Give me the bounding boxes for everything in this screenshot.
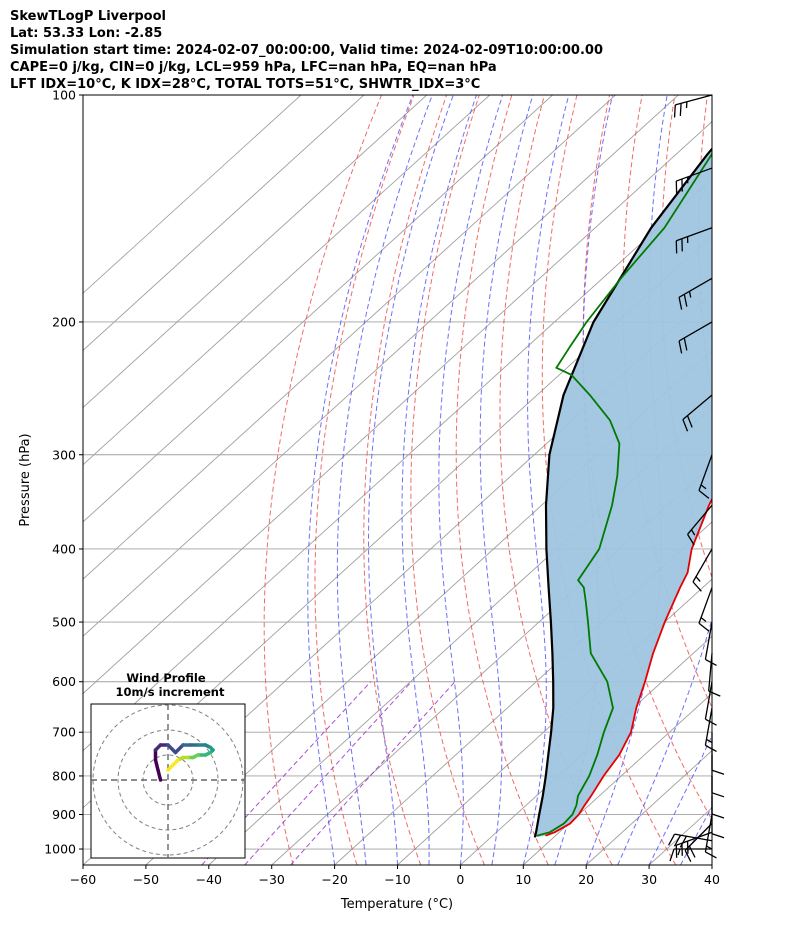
inset-subtitle: 10m/s increment <box>116 685 225 699</box>
wind-barb <box>684 823 713 862</box>
x-tick-label: 30 <box>641 872 657 887</box>
isotherm--160 <box>83 95 302 294</box>
dry-adiabat--30 <box>263 95 382 865</box>
time-line: Simulation start time: 2024-02-07_00:00:… <box>10 43 603 58</box>
hodograph-segment <box>166 743 178 755</box>
dry-adiabat-80 <box>735 95 794 865</box>
isotherm--20 <box>334 521 712 865</box>
isotherm--110 <box>83 95 616 580</box>
moist-adiabat-40 <box>711 863 712 865</box>
y-tick-label: 300 <box>52 447 76 462</box>
wind-barb <box>704 621 717 667</box>
moist-adiabat-30 <box>648 734 712 865</box>
x-tick-label: 0 <box>456 872 464 887</box>
wind-barb <box>692 548 713 592</box>
wind-barb <box>704 681 717 726</box>
y-tick-label: 900 <box>52 807 76 822</box>
x-tick-label: 20 <box>578 872 594 887</box>
y-tick-label: 500 <box>52 615 76 630</box>
isotherm-50 <box>775 95 794 865</box>
y-tick-label: 200 <box>52 314 76 329</box>
y-tick-label: 800 <box>52 768 76 783</box>
inset-title: Wind Profile <box>126 671 206 685</box>
moist-adiabat--15 <box>336 95 433 865</box>
y-tick-label: 700 <box>52 725 76 740</box>
x-axis-label: Temperature (°C) <box>340 897 453 912</box>
y-tick-label: 600 <box>52 674 76 689</box>
isotherm--120 <box>83 95 553 523</box>
location-line: Lat: 53.33 Lon: -2.85 <box>10 26 163 41</box>
moist-adiabat-20 <box>585 95 668 865</box>
parcel-path-line <box>533 147 712 838</box>
y-tick-label: 1000 <box>44 842 76 857</box>
moist-adiabat--20 <box>307 95 414 865</box>
dry-adiabat--10 <box>363 95 448 865</box>
hodograph-inset: Wind Profile 10m/s increment <box>90 671 246 859</box>
moist-adiabat-45 <box>744 95 794 865</box>
wind-barb <box>678 277 713 310</box>
isotherm--130 <box>83 95 491 466</box>
tick-layer: −60 −50 −40 −30 −20 −10 0 10 20 30 40 100 200 300 400 5… <box>44 88 720 888</box>
hodograph-segment <box>166 763 175 772</box>
wind-barb <box>708 653 721 697</box>
x-tick-label: 40 <box>704 872 720 887</box>
wind-barb <box>704 707 717 752</box>
x-tick-label: −30 <box>259 872 285 887</box>
wind-barb <box>711 775 725 819</box>
y-tick-label: 100 <box>52 88 76 103</box>
dry-adiabat-20 <box>499 95 613 865</box>
wind-barb <box>687 504 713 546</box>
profile-layer <box>533 147 712 838</box>
wind-barb <box>675 227 713 254</box>
moist-adiabat-5 <box>479 95 534 865</box>
moist-adiabat--5 <box>401 95 477 865</box>
wind-barb <box>673 94 713 118</box>
cin-shading <box>534 148 712 838</box>
moist-adiabat-25 <box>617 617 712 865</box>
y-tick-label: 400 <box>52 541 76 556</box>
isotherm-40 <box>711 864 712 865</box>
x-tick-label: −60 <box>70 872 96 887</box>
wind-barbs <box>667 94 725 862</box>
wind-barb <box>698 587 713 632</box>
wind-barb <box>698 454 713 499</box>
temperature-line <box>545 497 712 837</box>
wind-barb <box>711 732 725 775</box>
wind-barb <box>711 754 725 798</box>
wind-barb <box>675 167 713 194</box>
dry-adiabat--20 <box>314 95 415 865</box>
x-tick-label: −50 <box>133 872 159 887</box>
chart-title: SkewTLogP Liverpool <box>10 9 166 24</box>
x-tick-label: −40 <box>196 872 222 887</box>
isotherm--150 <box>83 95 365 351</box>
x-tick-label: −10 <box>384 872 410 887</box>
wind-barb <box>704 814 717 859</box>
mixing-ratio-0.2 <box>244 681 412 865</box>
dry-adiabat-90 <box>770 95 794 865</box>
isotherm-10 <box>522 692 712 865</box>
dry-adiabat-10 <box>455 95 549 865</box>
isotherm--90 <box>83 121 712 695</box>
x-tick-label: 10 <box>515 872 531 887</box>
moist-adiabat-0 <box>438 95 504 865</box>
dewpoint-line <box>536 151 712 837</box>
indices-line-2: LFT IDX=10°C, K IDX=28°C, TOTAL TOTS=51°… <box>10 77 481 92</box>
isotherm--10 <box>397 578 712 865</box>
moist-adiabat-35 <box>680 805 712 865</box>
indices-line-1: CAPE=0 j/kg, CIN=0 j/kg, LCL=959 hPa, LF… <box>10 60 497 75</box>
chart-header: SkewTLogP Liverpool Lat: 53.33 Lon: -2.8… <box>10 8 786 93</box>
isotherm--100 <box>83 95 679 637</box>
dry-adiabat-0 <box>410 95 485 865</box>
hodograph-segment <box>173 743 185 755</box>
mixing-ratio-0.4 <box>290 681 456 865</box>
y-axis-label: Pressure (hPa) <box>18 433 33 526</box>
wind-barb <box>682 394 713 432</box>
x-tick-label: −20 <box>321 872 347 887</box>
wind-barb <box>678 321 713 354</box>
isotherm--140 <box>83 95 428 409</box>
